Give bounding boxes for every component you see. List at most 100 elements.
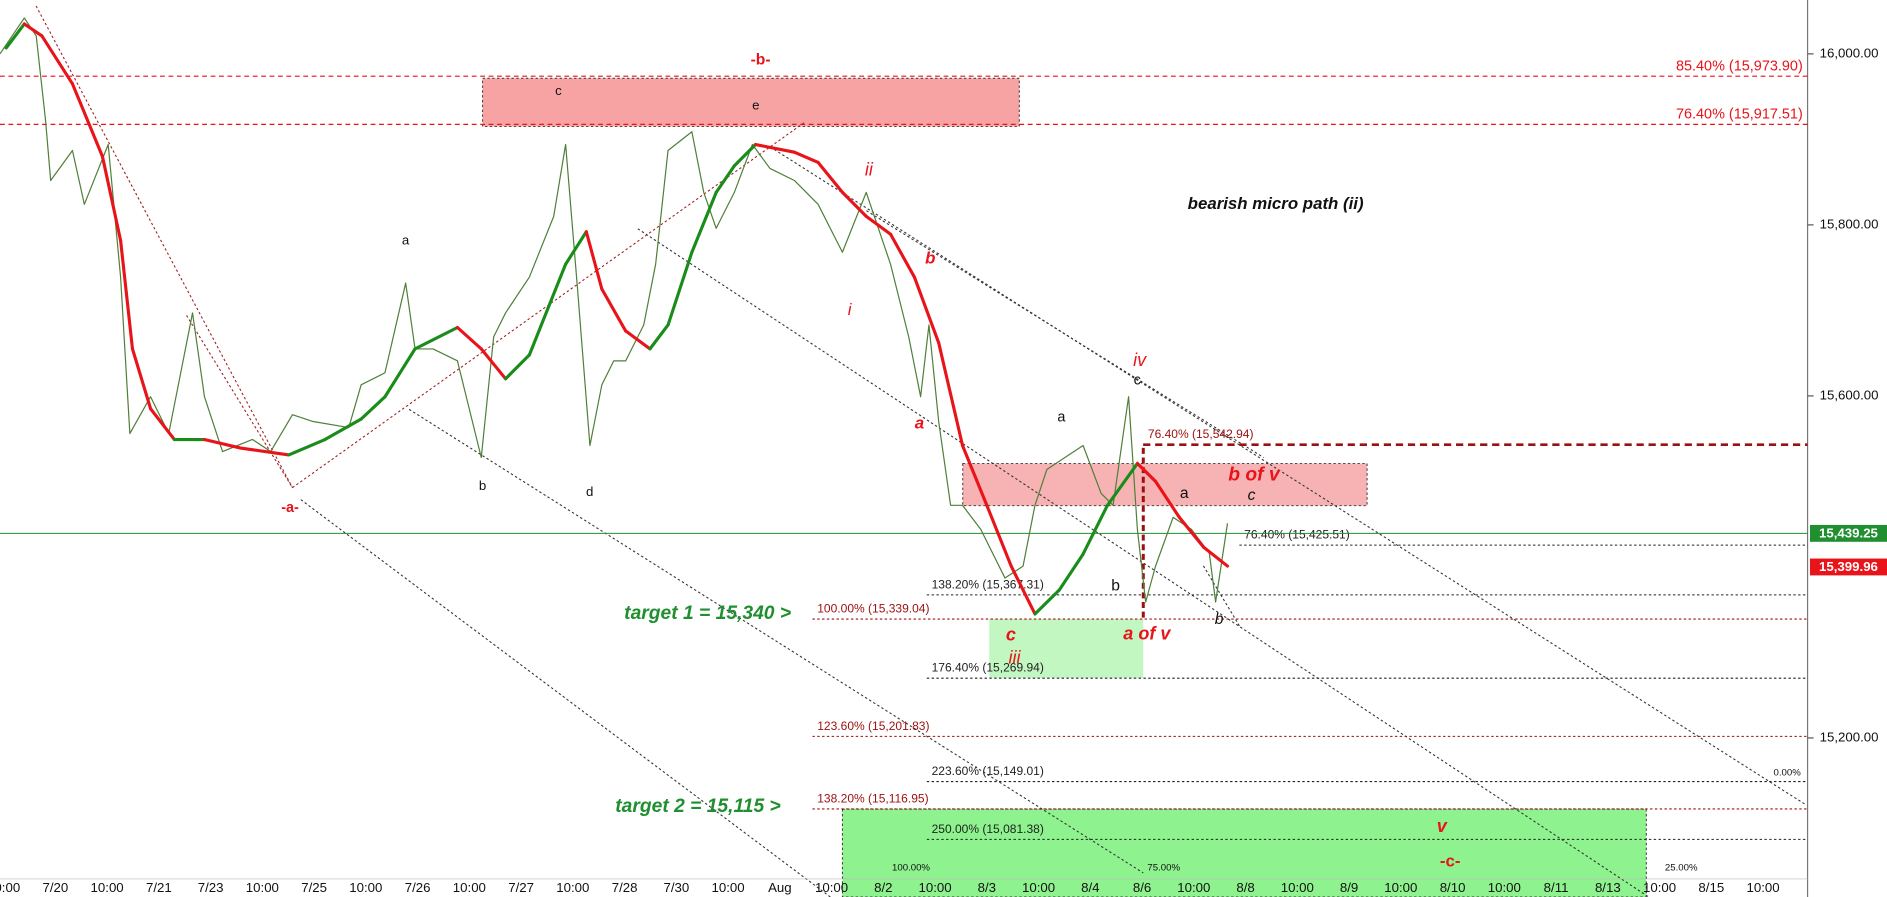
- x-tick-label: 8/11: [1544, 880, 1569, 895]
- moving-average-segment: [100, 154, 123, 242]
- moving-average-segment: [504, 353, 531, 381]
- wave-label: d: [586, 484, 593, 499]
- moving-average-segment: [1105, 461, 1139, 507]
- wave-label: c: [1248, 487, 1256, 504]
- trendline: [35, 5, 293, 488]
- moving-average-segment: [1009, 564, 1037, 616]
- moving-average-segment: [1202, 545, 1230, 568]
- x-tick-label: 7/25: [301, 880, 327, 895]
- wave-label: -a-: [281, 500, 299, 516]
- x-tick-label: 7/21: [146, 880, 172, 895]
- price-tag: [1809, 524, 1887, 542]
- x-tick-label: 8/3: [978, 880, 996, 895]
- x-tick-label: 10:00: [1022, 880, 1055, 895]
- trendline: [866, 210, 1264, 458]
- wave-label: target 2 = 15,115 >: [615, 796, 780, 817]
- fib-label: 250.00% (15,081.38): [932, 822, 1044, 836]
- wave-label: c: [1134, 372, 1141, 388]
- moving-average-segment: [413, 325, 460, 351]
- moving-average-segment: [624, 329, 652, 351]
- moving-average-segment: [202, 437, 243, 450]
- wave-label: 25.00%: [1665, 863, 1698, 874]
- x-tick-label: 8/6: [1133, 880, 1151, 895]
- x-tick-label: 10:00: [815, 880, 848, 895]
- fib-label: 176.40% (15,269.94): [932, 661, 1044, 675]
- wave-label: -c-: [1440, 852, 1461, 871]
- wave-label: a: [402, 232, 410, 247]
- x-tick-label: 10:00: [1747, 880, 1780, 895]
- fib-label: 76.40% (15,425.51): [1244, 528, 1350, 542]
- moving-average-segment: [889, 232, 916, 279]
- moving-average-segment: [816, 160, 845, 194]
- moving-average-segment: [323, 417, 363, 442]
- wave-label: -b-: [751, 51, 771, 68]
- wave-label: a: [1057, 410, 1066, 426]
- x-tick-label: 7/20: [42, 880, 68, 895]
- moving-average-segment: [600, 287, 628, 333]
- wave-label: b: [1111, 577, 1120, 594]
- fib-label: 76.40% (15,542.94): [1148, 427, 1254, 441]
- price-tag-label: 15,399.96: [1819, 559, 1878, 574]
- moving-average-segment: [690, 190, 718, 254]
- moving-average-segment: [648, 323, 670, 351]
- wave-label: b: [925, 248, 935, 267]
- moving-average-segment: [985, 503, 1013, 568]
- price-line-series: [0, 17, 1229, 603]
- zones: [482, 77, 1647, 897]
- moving-average-segment: [119, 238, 135, 351]
- moving-average-segment: [714, 164, 736, 194]
- y-tick-label: 16,000.00: [1820, 45, 1879, 60]
- moving-average-segment: [22, 22, 44, 38]
- x-tick-label: 7/30: [663, 880, 689, 895]
- moving-average-segment: [1081, 503, 1109, 556]
- price-tag: [1809, 558, 1887, 576]
- x-tick-label: 8/15: [1698, 880, 1724, 895]
- x-tick-label: 10:00: [712, 880, 745, 895]
- moving-average-segment: [40, 34, 75, 86]
- wave-label: a of v: [1123, 623, 1171, 643]
- wave-label: ii: [865, 160, 874, 180]
- moving-average-segment: [1033, 588, 1061, 616]
- x-tick-label: 10:00: [453, 880, 486, 895]
- resistance-zone: [962, 463, 1368, 507]
- moving-average-segment: [1177, 515, 1206, 549]
- moving-average-segment: [359, 395, 387, 421]
- wave-label: v: [1437, 816, 1448, 836]
- wave-label: bearish micro path (ii): [1188, 194, 1364, 213]
- wave-label: i: [848, 300, 853, 319]
- fib-label: 223.60% (15,149.01): [932, 764, 1044, 778]
- fib-label: 138.20% (15,367.31): [932, 577, 1044, 591]
- moving-average-segment: [864, 214, 893, 236]
- target-zone: [841, 808, 1647, 897]
- x-tick-label: 8/9: [1340, 880, 1358, 895]
- moving-average-segment: [1057, 552, 1085, 592]
- x-tick-label: 8/10: [1440, 880, 1466, 895]
- wave-label: c: [555, 83, 562, 98]
- x-tick-label: 8/2: [874, 880, 892, 895]
- x-tick-label: 10:00: [919, 880, 952, 895]
- wave-label: a: [915, 413, 924, 432]
- wave-label: 100.00%: [892, 863, 930, 874]
- moving-average-segment: [70, 82, 105, 159]
- fib-label: 123.60% (15,201.83): [817, 719, 929, 733]
- wave-label: c: [1006, 624, 1016, 644]
- moving-average-segment: [1135, 461, 1158, 483]
- x-tick-label: 10:00: [0, 880, 20, 895]
- moving-average-segment: [753, 142, 796, 154]
- target-zone: [989, 618, 1144, 678]
- y-tick-label: 15,800.00: [1820, 216, 1879, 231]
- x-tick-label: 10:00: [349, 880, 382, 895]
- x-tick-label: Aug: [768, 880, 792, 895]
- x-tick-label: 10:00: [91, 880, 124, 895]
- x-tick-label: 7/28: [612, 880, 638, 895]
- moving-average-segment: [455, 325, 483, 351]
- moving-average-segment: [584, 230, 604, 291]
- resistance-zone: [482, 77, 1020, 127]
- wave-label: b of v: [1228, 465, 1281, 486]
- moving-average-segment: [239, 446, 291, 457]
- wave-label: b: [479, 478, 486, 493]
- x-tick-label: 7/26: [405, 880, 431, 895]
